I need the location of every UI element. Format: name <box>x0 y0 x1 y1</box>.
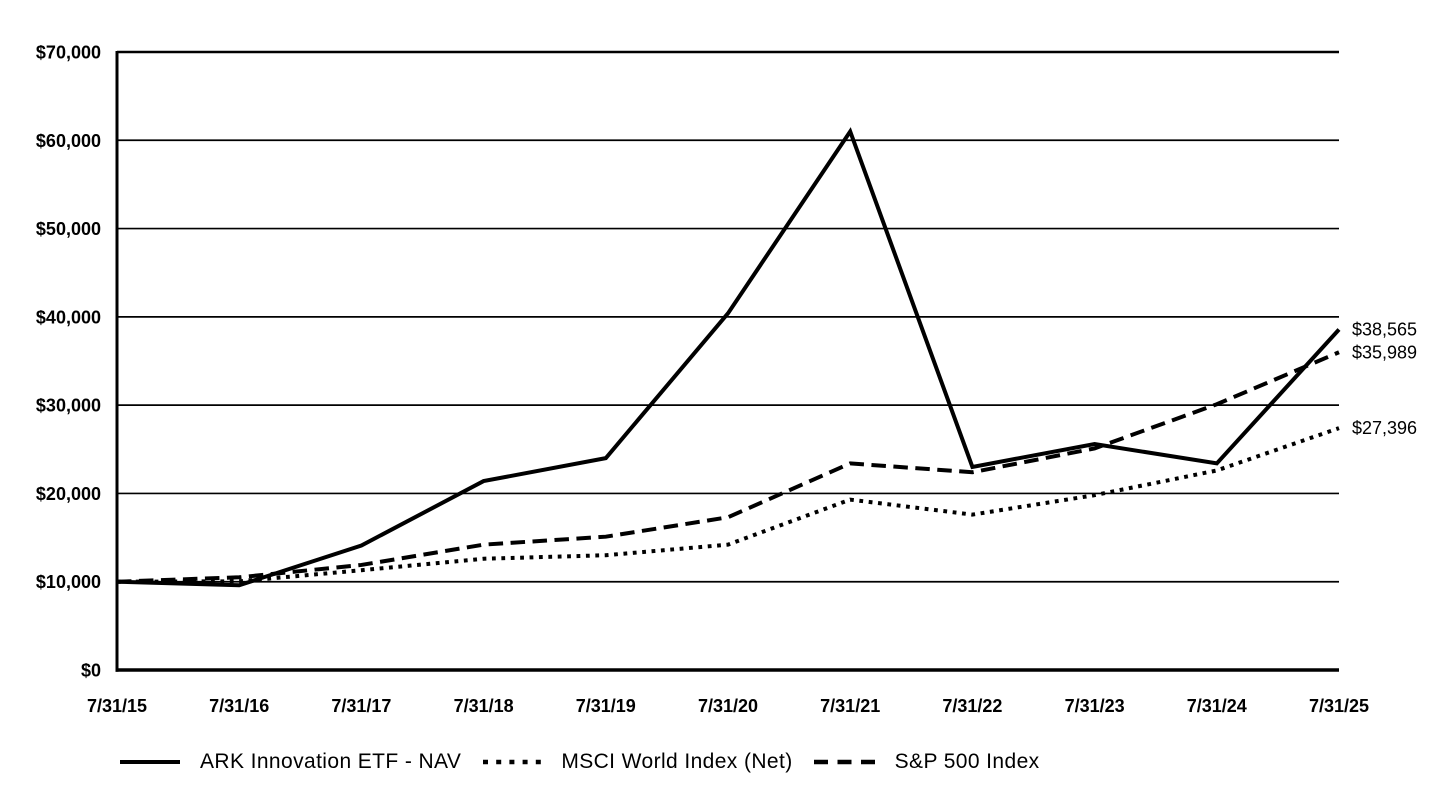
x-axis-tick-label: 7/31/15 <box>87 696 147 716</box>
y-axis-tick-label: $70,000 <box>36 43 101 63</box>
dotted-line-swatch-icon <box>483 759 542 765</box>
x-axis-tick-label: 7/31/22 <box>942 696 1002 716</box>
legend-item-ark-innovation-etf: ARK Innovation ETF - NAV <box>119 750 461 774</box>
y-axis-tick-label: $60,000 <box>36 131 101 151</box>
x-axis-tick-label: 7/31/20 <box>698 696 758 716</box>
y-axis-tick-label: $40,000 <box>36 307 101 327</box>
legend-label-ark-innovation-etf: ARK Innovation ETF - NAV <box>200 750 462 773</box>
chart-legend: ARK Innovation ETF - NAV MSCI World Inde… <box>119 750 1040 774</box>
series-line-dotted <box>116 426 1340 584</box>
legend-label-msci-world-index: MSCI World Index (Net) <box>561 750 793 773</box>
series-end-value-label: $27,396 <box>1352 418 1417 438</box>
series-end-value-label: $38,565 <box>1352 320 1417 340</box>
y-axis-tick-label: $20,000 <box>36 484 101 504</box>
x-axis-tick-label: 7/31/17 <box>331 696 391 716</box>
dashed-line-swatch-icon <box>813 759 876 765</box>
legend-item-msci-world-index: MSCI World Index (Net) <box>482 750 792 774</box>
x-axis-tick-label: 7/31/23 <box>1065 696 1125 716</box>
x-axis-tick-label: 7/31/24 <box>1187 696 1247 716</box>
x-axis-tick-label: 7/31/21 <box>820 696 880 716</box>
x-axis-tick-label: 7/31/16 <box>209 696 269 716</box>
y-axis-tick-label: $10,000 <box>36 572 101 592</box>
solid-line-swatch-icon <box>120 760 180 764</box>
line-chart-plot: $0 $10,000 $20,000 $30,000 $40,000 $50,000 $60… <box>36 43 1417 717</box>
x-axis-tick-label: 7/31/25 <box>1309 696 1369 716</box>
legend-item-sp500-index: S&P 500 Index <box>813 750 1040 774</box>
legend-label-sp500-index: S&P 500 Index <box>894 750 1040 773</box>
x-axis-tick-label: 7/31/18 <box>454 696 514 716</box>
y-axis-tick-label: $30,000 <box>36 396 101 416</box>
series-end-value-label: $35,989 <box>1352 342 1417 362</box>
y-axis-tick-label: $50,000 <box>36 219 101 239</box>
y-axis-tick-label: $0 <box>81 661 101 681</box>
x-axis-tick-label: 7/31/19 <box>576 696 636 716</box>
series-line-solid <box>116 127 1341 588</box>
series-line-dashed <box>116 350 1340 584</box>
